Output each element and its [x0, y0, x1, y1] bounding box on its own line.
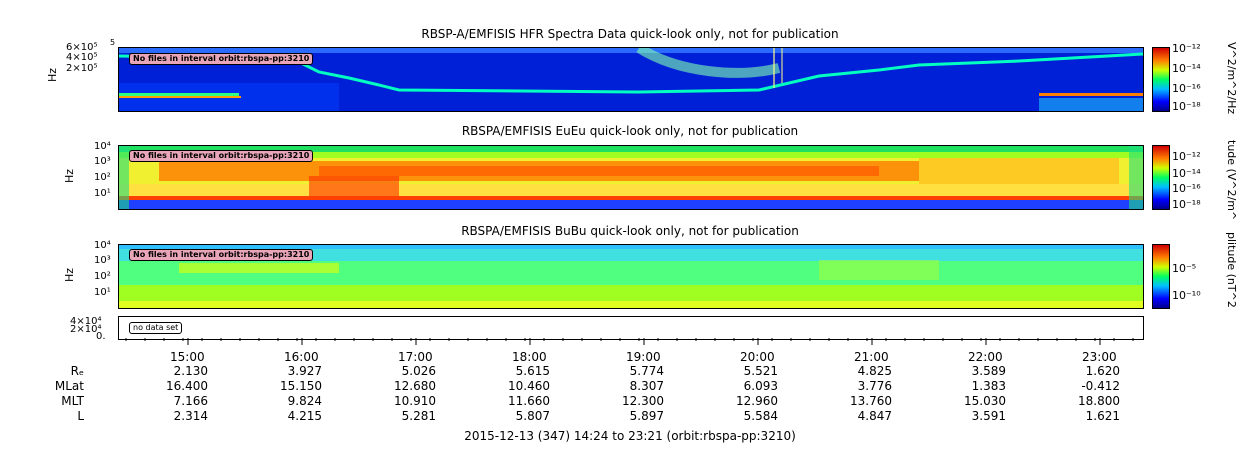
row-0-value-8: 1.620	[1085, 364, 1120, 378]
panel4-ytick-0: 4×10⁴	[70, 316, 102, 327]
row-2-value-3: 11.660	[508, 394, 550, 408]
panel2-ylabel: Hz	[63, 168, 76, 183]
panel2-cbtick-2: 10⁻¹⁶	[1172, 182, 1201, 195]
panel1-ytick-1: 4×10⁵	[66, 52, 98, 63]
panel2-colorbar	[1152, 145, 1170, 210]
panel3-ytick-3: 10¹	[94, 287, 111, 298]
panel3-cbtick-1: 10⁻¹⁰	[1172, 289, 1201, 302]
panel3-cbtick-0: 10⁻⁵	[1172, 262, 1197, 275]
row-3-value-1: 4.215	[287, 409, 322, 423]
row-2-value-4: 12.300	[622, 394, 664, 408]
time-label-0: 15:00	[170, 350, 205, 364]
panel2-ytick-2: 10²	[94, 172, 111, 183]
panel2-ytick-3: 10¹	[94, 188, 111, 199]
panel1-cblabel: V^2/m^2/Hz	[1225, 42, 1238, 115]
panel3-colorbar	[1152, 244, 1170, 309]
panel2-ytick-0: 10⁴	[94, 141, 111, 152]
row-1-value-8: -0.412	[1081, 379, 1120, 393]
row-2-value-0: 7.166	[173, 394, 208, 408]
row-0-value-3: 5.615	[515, 364, 550, 378]
row-label-2: MLT	[61, 394, 84, 408]
row-3-value-2: 5.281	[401, 409, 436, 423]
row-0-value-4: 5.774	[629, 364, 664, 378]
panel1-spectrogram: No files in interval orbit:rbspa-pp:3210	[118, 47, 1144, 112]
panel4-ytick-1: 2×10⁴	[70, 324, 102, 335]
panel2-ytick-1: 10³	[94, 156, 111, 167]
panel3-ytick-0: 10⁴	[94, 240, 111, 251]
row-3-value-0: 2.314	[173, 409, 208, 423]
panel2-cbtick-3: 10⁻¹⁸	[1172, 198, 1201, 211]
row-0-value-0: 2.130	[173, 364, 208, 378]
row-3-value-3: 5.807	[515, 409, 550, 423]
row-0-value-7: 3.589	[971, 364, 1006, 378]
panel3-ylabel: Hz	[63, 267, 76, 282]
row-1-value-6: 3.776	[857, 379, 892, 393]
panel1-annotation: No files in interval orbit:rbspa-pp:3210	[129, 53, 314, 65]
row-0-value-2: 5.026	[401, 364, 436, 378]
panel3-title: RBSPA/EMFISIS BuBu quick-look only, not …	[461, 224, 799, 238]
row-1-value-5: 6.093	[743, 379, 778, 393]
panel3-cblabel: plitude (nT^2	[1225, 232, 1238, 308]
panel3-spectrogram: No files in interval orbit:rbspa-pp:3210	[118, 244, 1144, 309]
row-label-1: MLat	[54, 379, 84, 393]
row-1-value-1: 15.150	[280, 379, 322, 393]
row-1-value-4: 8.307	[629, 379, 664, 393]
row-0-value-6: 4.825	[857, 364, 892, 378]
panel4-ytick-2: 0.	[96, 331, 106, 342]
x-tick-marks	[125, 338, 1134, 345]
panel1-ylabel: Hz	[46, 67, 59, 82]
row-1-value-2: 12.680	[394, 379, 436, 393]
time-label-6: 21:00	[854, 350, 889, 364]
time-label-1: 16:00	[284, 350, 319, 364]
panel1-cbtick-1: 10⁻¹⁴	[1172, 62, 1201, 75]
row-3-value-6: 4.847	[857, 409, 892, 423]
time-label-2: 17:00	[398, 350, 433, 364]
panel1-cbtick-3: 10⁻¹⁸	[1172, 100, 1201, 113]
panel4-lineplot: no data set	[118, 316, 1144, 340]
panel2-cblabel: tude (V^2/m^	[1225, 140, 1238, 221]
row-2-value-8: 18.800	[1078, 394, 1120, 408]
panel2-cbtick-1: 10⁻¹⁴	[1172, 167, 1201, 180]
row-0-value-5: 5.521	[743, 364, 778, 378]
row-3-value-4: 5.897	[629, 409, 664, 423]
row-3-value-8: 1.621	[1085, 409, 1120, 423]
row-1-value-0: 16.400	[166, 379, 208, 393]
panel3-annotation: No files in interval orbit:rbspa-pp:3210	[129, 249, 314, 261]
row-label-0: Rₑ	[70, 364, 84, 378]
row-3-value-5: 5.584	[743, 409, 778, 423]
time-label-5: 20:00	[740, 350, 775, 364]
panel1-ytick-0: 6×10⁵	[66, 42, 98, 53]
panel1-ytick-top: 5	[110, 38, 116, 47]
row-1-value-3: 10.460	[508, 379, 550, 393]
panel2-cbtick-0: 10⁻¹²	[1172, 150, 1201, 163]
panel4-annotation: no data set	[129, 322, 183, 334]
time-label-4: 19:00	[626, 350, 661, 364]
panel2-spectrogram: No files in interval orbit:rbspa-pp:3210	[118, 145, 1144, 210]
panel3-ytick-1: 10³	[94, 255, 111, 266]
panel1-cbtick-2: 10⁻¹⁶	[1172, 82, 1201, 95]
row-2-value-7: 15.030	[964, 394, 1006, 408]
row-3-value-7: 3.591	[971, 409, 1006, 423]
row-label-3: L	[77, 409, 84, 423]
time-label-8: 23:00	[1082, 350, 1117, 364]
panel2-title: RBSPA/EMFISIS EuEu quick-look only, not …	[461, 124, 799, 138]
panel1-cbtick-0: 10⁻¹²	[1172, 42, 1201, 55]
time-label-7: 22:00	[968, 350, 1003, 364]
row-1-value-7: 1.383	[971, 379, 1006, 393]
panel2-annotation: No files in interval orbit:rbspa-pp:3210	[129, 150, 314, 162]
row-2-value-5: 12.960	[736, 394, 778, 408]
panel1-colorbar	[1152, 47, 1170, 112]
panel1-title: RBSP-A/EMFISIS HFR Spectra Data quick-lo…	[421, 27, 839, 41]
row-0-value-1: 3.927	[287, 364, 322, 378]
row-2-value-6: 13.760	[850, 394, 892, 408]
panel1-ytick-2: 2×10⁵	[66, 63, 98, 74]
row-2-value-2: 10.910	[394, 394, 436, 408]
row-2-value-1: 9.824	[287, 394, 322, 408]
panel3-ytick-2: 10²	[94, 271, 111, 282]
time-label-3: 18:00	[512, 350, 547, 364]
footer-range: 2015-12-13 (347) 14:24 to 23:21 (orbit:r…	[464, 429, 796, 443]
